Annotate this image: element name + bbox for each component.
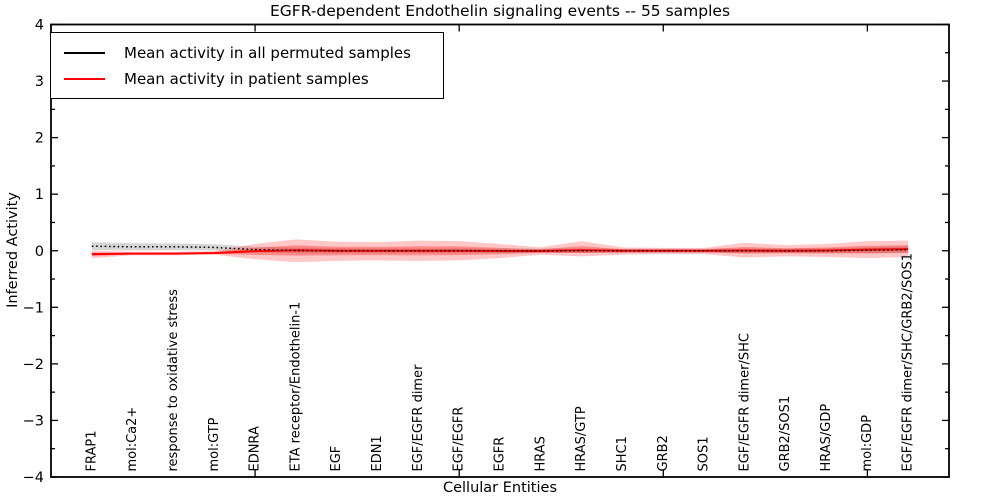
y-tick-label: 1 [35, 187, 44, 203]
legend-label-permuted: Mean activity in all permuted samples [124, 44, 411, 62]
y-tick-label: 3 [35, 74, 44, 90]
x-category-label: HRAS [533, 436, 548, 471]
y-tick-labels: 4 3 2 1 0 −1 −2 −3 −4 [23, 18, 44, 487]
patient-line-sample [64, 77, 105, 81]
permuted-line-sample [64, 51, 105, 55]
x-category-label: ETA receptor/Endothelin-1 [288, 302, 303, 472]
x-category-label: EGF/EGFR dimer [411, 364, 426, 472]
x-category-label: EGF/EGFR dimer/SHC [737, 333, 752, 471]
x-category-label: EGFR [493, 437, 508, 472]
x-category-labels: FRAP1 mol:Ca2+ response to oxidative stres… [84, 253, 915, 472]
y-tick-label: 0 [35, 244, 44, 260]
y-major-ticks [51, 23, 949, 478]
y-tick-label: −3 [23, 413, 44, 429]
chart-title: EGFR-dependent Endothelin signaling even… [269, 2, 731, 20]
x-category-label: GRB2/SOS1 [778, 396, 793, 472]
x-category-label: SOS1 [697, 436, 712, 471]
x-axis-label: Cellular Entities [442, 480, 558, 496]
x-category-label: mol:GDP [860, 415, 875, 472]
legend-item-patient: Mean activity in patient samples [64, 66, 443, 92]
x-category-label: response to oxidative stress [166, 289, 181, 472]
legend-label-patient: Mean activity in patient samples [124, 70, 369, 88]
x-category-label: EGF/EGFR [452, 407, 467, 472]
permuted-mean-line [91, 245, 909, 252]
y-tick-label: 4 [35, 18, 44, 34]
y-tick-label: −2 [23, 357, 44, 373]
x-category-label: HRAS/GDP [819, 404, 834, 472]
x-category-label: HRAS/GTP [574, 406, 589, 471]
y-tick-label: −4 [23, 470, 44, 486]
y-minor-ticks [51, 52, 949, 450]
y-axis-label: Inferred Activity [5, 192, 21, 308]
x-category-label: mol:GTP [207, 417, 222, 471]
x-major-ticks [254, 24, 869, 477]
x-category-label: mol:Ca2+ [125, 407, 140, 472]
y-tick-label: −1 [23, 300, 44, 316]
y-tick-label: 2 [35, 131, 44, 147]
x-category-label: EDN1 [370, 435, 385, 471]
x-category-label: SHC1 [615, 436, 630, 471]
legend: Mean activity in all permuted samples Me… [50, 32, 444, 99]
x-category-label: EGF/EGFR dimer/SHC/GRB2/SOS1 [901, 253, 916, 472]
x-category-label: GRB2 [656, 435, 671, 471]
legend-item-permuted: Mean activity in all permuted samples [64, 40, 443, 66]
x-category-label: EDNRA [248, 426, 263, 471]
x-category-label: EGF [329, 446, 344, 472]
x-category-label: FRAP1 [84, 431, 99, 472]
